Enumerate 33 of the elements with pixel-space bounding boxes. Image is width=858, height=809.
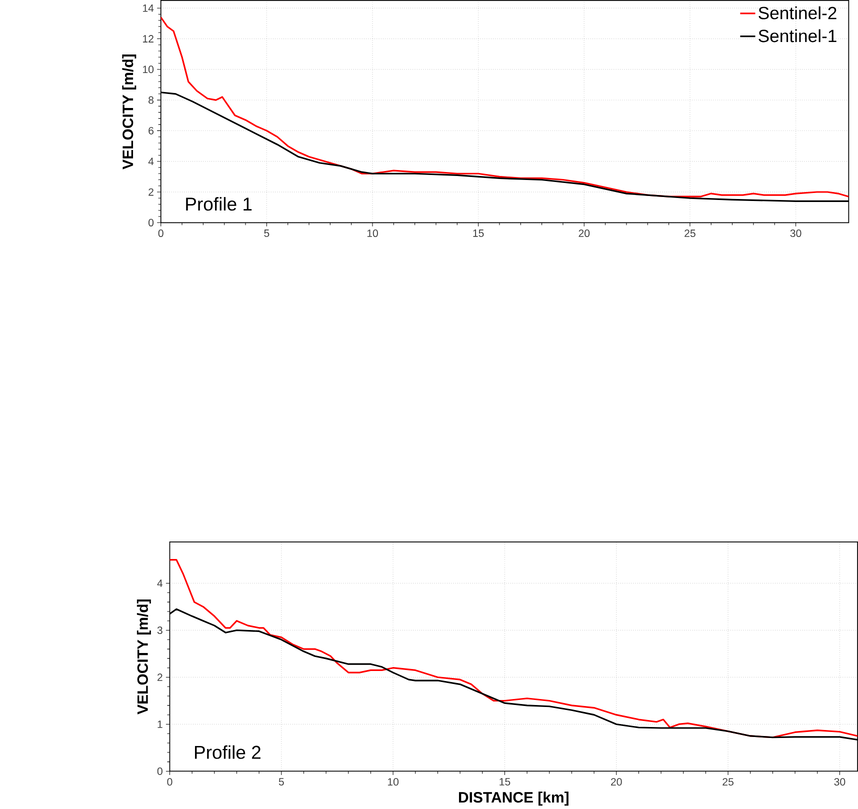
y-tick-label: 3 — [157, 626, 162, 634]
y-tick-label: 0 — [148, 219, 154, 227]
y-tick-label: 1 — [158, 720, 162, 728]
y-tick-label: 4 — [157, 580, 163, 588]
x-tick-label: 25 — [684, 230, 696, 238]
x-tick-label: 20 — [611, 778, 622, 786]
x-tick-label: 10 — [367, 230, 378, 238]
x-tick-label: 30 — [834, 778, 846, 786]
x-tick-label: 5 — [264, 230, 270, 238]
y-tick-label: 8 — [148, 96, 154, 104]
x-tick-label: 15 — [500, 778, 510, 786]
y-axis-title: VELOCITY [m/d] — [136, 600, 151, 715]
y-axis-title: VELOCITY [m/d] — [122, 54, 136, 170]
y-tick-label: 10 — [143, 66, 154, 74]
x-tick-label: 5 — [278, 778, 284, 786]
legend-label: Sentinel-1 — [758, 29, 836, 42]
y-tick-label: 12 — [143, 35, 154, 43]
y-tick-label: 2 — [157, 674, 162, 682]
y-tick-label: 2 — [148, 188, 154, 196]
x-tick-label: 25 — [722, 778, 734, 786]
y-tick-label: 0 — [157, 768, 162, 776]
x-axis-title: DISTANCE [km] — [458, 792, 568, 806]
x-tick-label: 20 — [578, 230, 590, 238]
y-tick-label: 4 — [148, 158, 154, 166]
y-tick-label: 14 — [143, 4, 154, 12]
x-tick-label: 30 — [790, 230, 802, 238]
legend-label: Sentinel-2 — [758, 6, 836, 20]
x-tick-label: 10 — [388, 778, 399, 786]
x-tick-label: 15 — [473, 230, 484, 238]
annotation: Profile 2 — [195, 746, 260, 760]
y-tick-label: 6 — [148, 127, 154, 135]
x-tick-label: 0 — [167, 778, 172, 786]
annotation: Profile 1 — [186, 197, 252, 211]
